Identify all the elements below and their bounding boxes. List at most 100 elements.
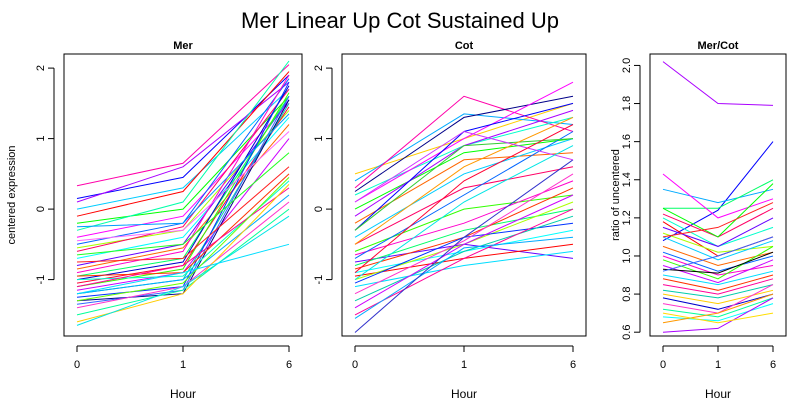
x-axis-label: Hour (451, 387, 477, 400)
x-tick-label: 6 (570, 359, 576, 371)
y-tick-label: 1.6 (621, 134, 633, 149)
y-tick-label: 1.4 (621, 172, 633, 187)
series-line (662, 293, 774, 310)
series-line (76, 177, 290, 302)
series-line (76, 106, 290, 284)
series-line (662, 297, 774, 333)
panel-ratio: Mer/Cot 0 1 6 Hour 0.6 0.8 1.0 1.2 1.4 1.6 1.8 2.0 ra… (610, 40, 787, 400)
series-line (76, 103, 290, 238)
series-line (76, 152, 290, 256)
panel-title: Cot (455, 40, 474, 52)
series-line (354, 113, 574, 182)
series-line (76, 96, 290, 277)
series-line (662, 251, 774, 274)
series-line (76, 74, 290, 199)
series-line (662, 183, 774, 238)
series-line (76, 113, 290, 228)
series-line (76, 187, 290, 288)
x-tick-label: 6 (286, 359, 292, 371)
series-line (76, 124, 290, 270)
series-line (354, 95, 574, 189)
series-line (76, 85, 290, 281)
chart-panels: Mer 0 1 6 Hour -1 0 1 2 centered expression Cot 0 1 6… (6, 40, 787, 400)
series-line (662, 61, 774, 106)
y-tick-label: 2.0 (621, 58, 633, 73)
series-line (76, 131, 290, 242)
series-line (76, 215, 290, 326)
series-line (662, 259, 774, 284)
series-line (662, 141, 774, 242)
series-line (354, 173, 574, 295)
series-line (662, 293, 774, 324)
series-line (354, 215, 574, 302)
series-line (354, 208, 574, 316)
x-axis-label: Hour (705, 387, 731, 400)
series-line (354, 124, 574, 273)
panel-cot: Cot 0 1 6 Hour -1 0 1 2 (313, 40, 587, 400)
series-line (76, 64, 290, 187)
x-tick-label: 1 (715, 359, 721, 371)
y-axis-label: ratio of uncentered (610, 149, 622, 241)
series-line (354, 243, 574, 277)
series-line (662, 270, 774, 286)
series-line (354, 236, 574, 319)
series-line (662, 312, 774, 324)
series-line (76, 208, 290, 316)
x-tick-label: 1 (461, 359, 467, 371)
series-line (76, 243, 290, 295)
series-line (662, 251, 774, 272)
series-line (354, 145, 574, 281)
x-tick-label: 6 (770, 359, 776, 371)
series-line (354, 81, 574, 203)
y-tick-label: 0 (313, 206, 325, 212)
series-line (354, 166, 574, 245)
series-line (76, 81, 290, 203)
series-line (662, 297, 774, 318)
y-axis-label: centered expression (6, 145, 18, 244)
x-tick-label: 0 (74, 359, 80, 371)
y-tick-label: -1 (35, 275, 47, 285)
series-line (662, 173, 774, 219)
y-tick-label: 1.0 (621, 248, 633, 263)
series-line (354, 131, 574, 259)
series-line (354, 130, 574, 203)
y-tick-label: 0 (35, 206, 47, 212)
series-line (662, 202, 774, 238)
x-tick-label: 0 (660, 359, 666, 371)
series-line (76, 92, 290, 288)
series-line (76, 194, 290, 295)
series-line (354, 180, 574, 256)
panel-title: Mer (173, 40, 193, 52)
series-line (662, 236, 774, 261)
series-line (662, 245, 774, 280)
series-line (662, 232, 774, 253)
y-tick-label: 2 (35, 65, 47, 71)
panel-mer: Mer 0 1 6 Hour -1 0 1 2 centered expression (6, 40, 303, 400)
y-tick-label: 0.6 (621, 325, 633, 340)
series-line (76, 88, 290, 252)
x-tick-label: 1 (180, 359, 186, 371)
series-line (76, 71, 290, 217)
series-line (662, 274, 774, 291)
y-tick-label: 1.8 (621, 96, 633, 111)
y-tick-label: 1 (313, 136, 325, 142)
panel-title: Mer/Cot (698, 40, 739, 52)
series-line (662, 188, 774, 204)
series-line (354, 138, 574, 231)
series-line (662, 278, 774, 295)
series-line (663, 179, 774, 209)
x-axis-label: Hour (170, 387, 196, 400)
x-tick-label: 0 (352, 359, 358, 371)
y-tick-label: 0.8 (621, 286, 633, 301)
series-line (76, 88, 290, 210)
series-line (662, 289, 774, 305)
series-line (354, 116, 574, 245)
series-line (354, 95, 574, 192)
series-line (662, 255, 774, 276)
figure-title: Mer Linear Up Cot Sustained Up (241, 8, 559, 33)
series-line (662, 284, 774, 299)
series-line (354, 250, 574, 288)
series-line (76, 60, 290, 231)
plot-frame (649, 53, 787, 337)
